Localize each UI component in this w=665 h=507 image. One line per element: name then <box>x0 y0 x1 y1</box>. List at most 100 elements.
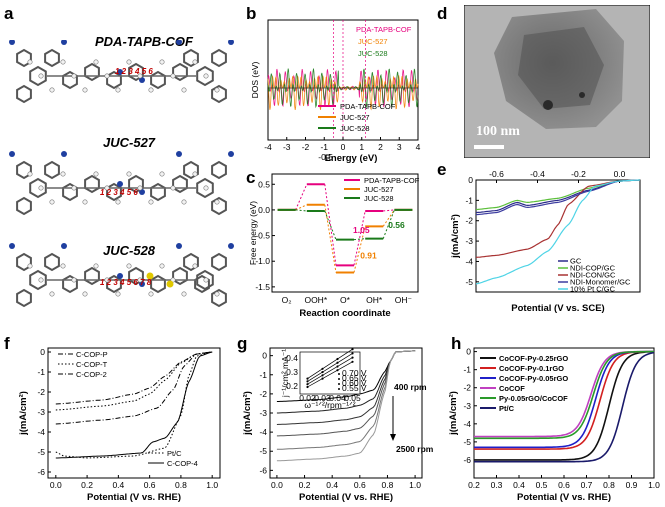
legend-label: C-COP-T <box>76 360 108 369</box>
x-tick-label: 0.6 <box>558 480 570 490</box>
sulfur-atom <box>146 272 154 280</box>
hydrogen-atom <box>170 73 176 79</box>
hydrogen-atom <box>49 291 55 297</box>
hydrogen-atom <box>82 87 88 93</box>
x-tick-label: 0.8 <box>382 480 394 490</box>
x-tick-label: 0.9 <box>626 480 638 490</box>
series-line-CoCOF-Py-0.25rGO <box>474 350 655 461</box>
hydrogen-atom <box>27 263 33 269</box>
mol-numbers-2: 1 2 3 4 5 6 <box>100 188 138 197</box>
legend-label: NDI-CON/GC <box>570 271 616 280</box>
legend-label: PDA-TAPB-COF <box>364 176 420 185</box>
x-tick-label: 0.6 <box>354 480 366 490</box>
benzene-ring <box>128 62 144 82</box>
x-axis-title: Energy (eV) <box>325 153 378 164</box>
benzene-ring <box>172 266 188 286</box>
hydrogen-atom <box>159 59 165 65</box>
rpm-label-top: 400 rpm <box>394 382 427 392</box>
benzene-ring <box>128 174 144 194</box>
x-tick-label: -0.6 <box>489 169 504 179</box>
panel-d-label: d <box>437 4 448 23</box>
legend-label: PDA-TAPB-COF <box>340 102 396 111</box>
benzene-ring <box>16 196 32 216</box>
kl-point <box>351 356 354 359</box>
hydrogen-atom <box>115 291 121 297</box>
benzene-ring <box>196 269 214 291</box>
legend-label: NDI-Monomer/GC <box>570 278 631 287</box>
nitrogen-atom <box>228 243 234 249</box>
kl-point <box>321 370 324 374</box>
legend-label: CoCOF-Py-0.25rGO <box>499 354 568 363</box>
benzene-ring <box>211 84 227 104</box>
plot-frame <box>47 347 221 479</box>
x-axis-title: Potential (V vs. RHE) <box>299 492 393 503</box>
nitrogen-atom <box>139 189 145 195</box>
y-tick-label: -3 <box>463 401 471 411</box>
x-tick-label: -3 <box>283 142 291 152</box>
x-tick-label: 0.8 <box>603 480 615 490</box>
y-axis-title: Free energy (eV) <box>248 201 258 265</box>
x-tick-label: 3 <box>397 142 402 152</box>
kl-fit-line <box>307 361 353 388</box>
benzene-ring <box>183 160 199 180</box>
y-tick-label: -4 <box>259 427 267 437</box>
chart-h: 0.2 0.3 0.4 0.5 0.6 0.7 0.8 0.9 1.0 0 -1 -2 -3 -4 -5 -6… <box>448 347 660 503</box>
chart-g: 0.0 0.2 0.4 0.6 0.8 1.0 0 -1 -2 -3 -4 -5 -6 400 rpm 25… <box>242 347 434 503</box>
kl-point <box>351 348 354 351</box>
transition-line <box>295 209 307 212</box>
annotation: 1.05 <box>353 225 370 235</box>
benzene-ring <box>16 48 32 68</box>
hydrogen-atom <box>148 199 154 205</box>
inset-x-tick: 0.02 <box>299 393 316 403</box>
category-label: O* <box>340 295 351 305</box>
rpm-label-bottom: 2500 rpm <box>396 444 434 454</box>
hydrogen-atom <box>192 263 198 269</box>
molecule-structures <box>9 40 234 308</box>
hydrogen-atom <box>148 87 154 93</box>
nitrogen-atom <box>176 243 182 249</box>
molecule <box>9 243 234 308</box>
hydrogen-atom <box>71 73 77 79</box>
x-tick-label: 1 <box>359 142 364 152</box>
benzene-ring <box>172 174 188 194</box>
hydrogen-atom <box>71 277 77 283</box>
inset-legend-label: 0.60 V <box>342 378 367 388</box>
x-axis-title: Potential (V vs. SCE) <box>511 303 604 314</box>
y-tick-label: -5 <box>463 437 471 447</box>
x-tick-label: 0.6 <box>144 480 156 490</box>
panel-a-label: a <box>4 4 14 23</box>
nitrogen-atom <box>228 151 234 157</box>
legend-label: CoCOF-Py-0.05rGO <box>499 374 568 383</box>
benzene-ring <box>172 62 188 82</box>
legend-label: C-COP-2 <box>76 370 107 379</box>
y-tick-label: -1 <box>259 370 267 380</box>
x-tick-label: -0.2 <box>571 169 586 179</box>
nitrogen-atom <box>9 243 15 249</box>
y-axis-title: j(mA/cm²) <box>18 391 29 436</box>
y-tick-label: 0.0 <box>258 205 270 215</box>
hydrogen-atom <box>170 185 176 191</box>
inset-x-tick: 0.03 <box>314 393 331 403</box>
y-axis-title: j(mA/cm²) <box>450 214 461 259</box>
kl-fit-line <box>307 357 353 385</box>
y-tick-label: -2 <box>465 216 473 226</box>
y-tick-label: -1.5 <box>255 282 270 292</box>
hydrogen-atom <box>104 277 110 283</box>
x-tick-label: 1.0 <box>648 480 660 490</box>
plot-frame <box>473 347 655 479</box>
nitrogen-atom <box>61 151 67 157</box>
x-tick-label: 1.0 <box>409 480 421 490</box>
plot-frame <box>271 173 419 293</box>
hydrogen-atom <box>38 277 44 283</box>
inset-label: JUC-528 <box>358 49 388 58</box>
inset-legend-label: 0.65 V <box>342 373 367 383</box>
series-line-NDI-Monomer/GC <box>475 179 641 216</box>
lsv-curve <box>276 350 416 462</box>
y-tick-label: -5 <box>465 277 473 287</box>
hydrogen-atom <box>104 73 110 79</box>
x-tick-label: 0.8 <box>175 480 187 490</box>
y-tick-label: -1 <box>465 195 473 205</box>
nitrogen-atom <box>117 69 123 75</box>
chart-c: 0.5 0.0 -0.5 -1.0 -1.5 1.05 0.91 0.56 PDA-TAPB-C… <box>248 173 420 318</box>
legend-label: CoCOF-Py-0.1rGO <box>499 364 564 373</box>
